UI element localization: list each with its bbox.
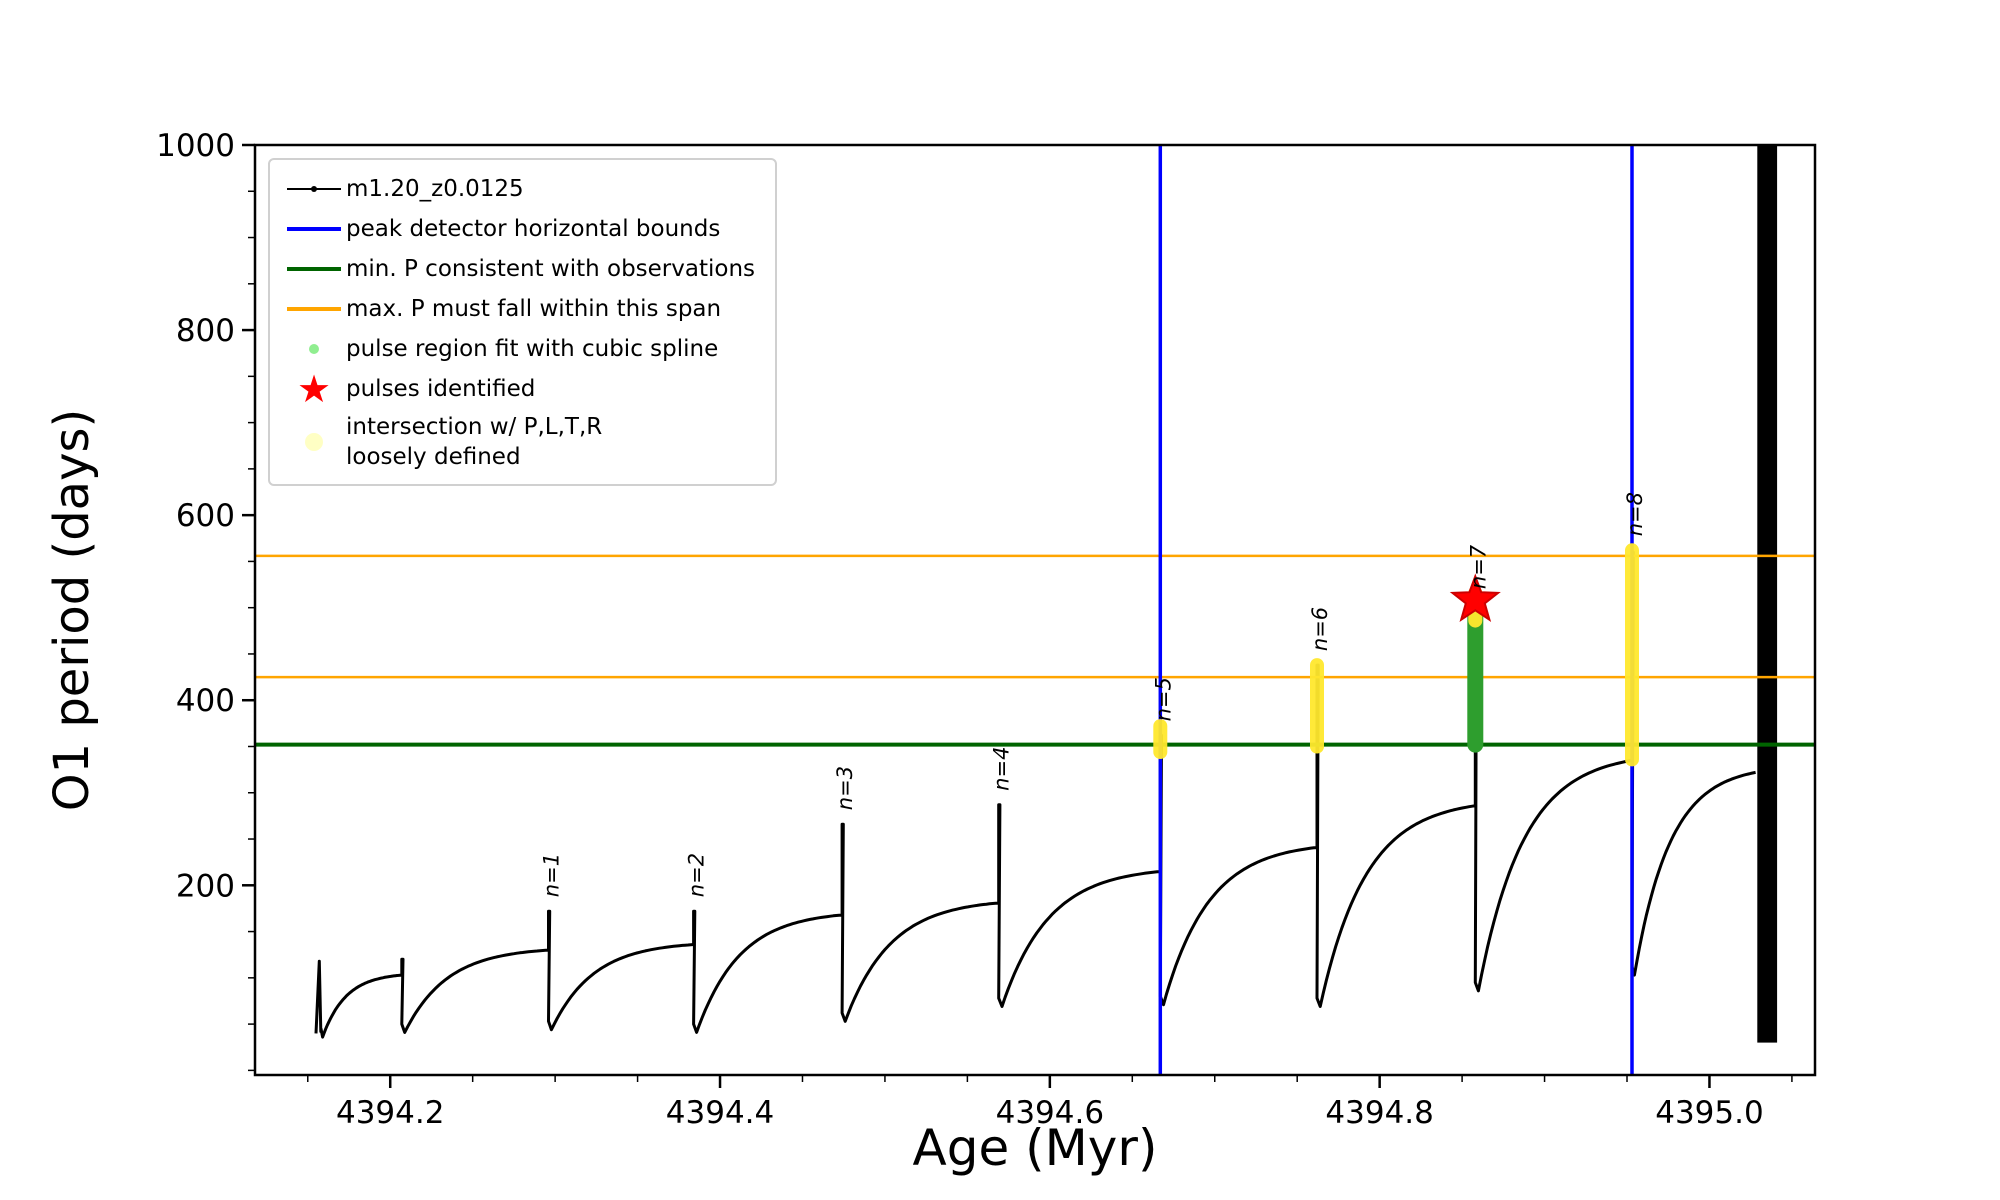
x-axis-label: Age (Myr) (912, 1119, 1158, 1177)
x-tick-label: 4394.6 (996, 1095, 1104, 1131)
pulse-label: n=3 (833, 766, 857, 810)
series-line-sample (282, 186, 346, 192)
legend-item-series: m1.20_z0.0125 (282, 172, 755, 206)
y-tick-label: 600 (176, 498, 235, 534)
legend-item-max-p: max. P must fall within this span (282, 292, 755, 326)
pulse-label: n=2 (685, 853, 709, 897)
axes-spines (253, 143, 1817, 1077)
y-tick-label: 1000 (156, 128, 235, 164)
pulse-label: n=1 (540, 853, 564, 897)
legend-item-label: intersection w/ P,L,T,R loosely defined (346, 414, 603, 470)
y-axis-label: O1 period (days) (44, 408, 100, 812)
legend-item-min-p: min. P consistent with observations (282, 252, 755, 286)
pulse-label: n=7 (1466, 544, 1490, 589)
legend-item-intersection: intersection w/ P,L,T,R loosely defined (282, 412, 755, 472)
legend-item-label: pulse region fit with cubic spline (346, 336, 719, 362)
pulse-label: n=5 (1151, 677, 1175, 721)
legend-item-label: peak detector horizontal bounds (346, 216, 721, 242)
y-tick-label: 800 (176, 313, 235, 349)
pulse-label: n=8 (1623, 492, 1647, 536)
x-tick-label: 4394.4 (666, 1095, 774, 1131)
series-curve (314, 550, 1756, 1039)
pulse-label: n=6 (1308, 607, 1332, 651)
legend-item-peak-bounds: peak detector horizontal bounds (282, 212, 755, 246)
x-tick-label: 4394.8 (1325, 1095, 1433, 1131)
max-p-line-sample (282, 307, 346, 311)
legend-item-label: pulses identified (346, 376, 536, 402)
legend-item-label: m1.20_z0.0125 (346, 176, 524, 202)
legend-item-spline: pulse region fit with cubic spline (282, 332, 755, 366)
min-p-line-sample (282, 267, 346, 271)
pulse-label: n=4 (990, 747, 1014, 791)
x-tick-label: 4394.2 (336, 1095, 444, 1131)
instability-band (1757, 145, 1778, 1043)
y-tick-label: 400 (176, 683, 235, 719)
pulse-star-icon: ★ (296, 367, 332, 411)
legend-item-label: max. P must fall within this span (346, 296, 722, 322)
x-tick-label: 4395.0 (1655, 1095, 1763, 1131)
pulse-star-marker (1449, 573, 1501, 623)
legend-item-label: min. P consistent with observations (346, 256, 756, 282)
legend: m1.20_z0.0125 peak detector horizontal b… (268, 158, 778, 486)
y-tick-label: 200 (176, 868, 235, 904)
legend-item-pulses: ★ pulses identified (282, 367, 755, 411)
peak-bounds-line-sample (282, 227, 346, 231)
